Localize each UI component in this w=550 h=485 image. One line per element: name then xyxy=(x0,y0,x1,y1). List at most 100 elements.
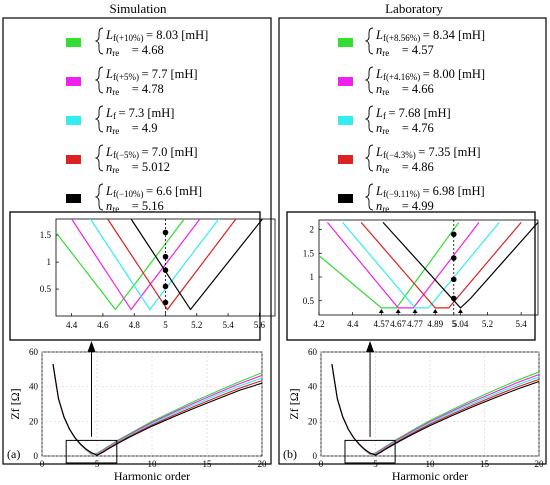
y-tick-label: 20 xyxy=(29,416,39,426)
series-line xyxy=(107,218,237,311)
legend-subscript: re xyxy=(382,48,389,58)
legend-swatch xyxy=(338,38,353,47)
series-line xyxy=(52,364,263,456)
zoom-region-box xyxy=(65,439,118,464)
y-tick-label: 0.5 xyxy=(40,284,52,294)
x-tick-label: 0 xyxy=(40,459,45,469)
legend-brace xyxy=(364,105,374,133)
legend-L-value: = 8.00 [mH] xyxy=(420,67,485,81)
legend-L-line: Lf(−9.11%) = 6.98 [mH] xyxy=(375,184,485,199)
legend-n-line: nre = 4.86 xyxy=(376,160,434,175)
x-tick-label: 15 xyxy=(480,459,490,469)
series-line xyxy=(326,221,480,309)
legend-L-value: = 7.3 [mH] xyxy=(116,106,175,120)
legend-n-line: nre = 4.68 xyxy=(106,43,164,58)
x-tick-label: 5.4 xyxy=(222,320,234,330)
legend-n-line: nre = 4.76 xyxy=(376,121,434,136)
legend-L-line: Lf(+4.16%) = 8.00 [mH] xyxy=(375,67,485,82)
legend-n-line: nre = 4.78 xyxy=(106,82,164,97)
panel-frame xyxy=(2,17,272,465)
series-line xyxy=(382,221,539,309)
zoom-arrow-head xyxy=(87,341,96,352)
legend-entry: Lf(+10%) = 8.03 [mH]nre = 4.68 xyxy=(66,27,208,58)
x-tick-label: 15 xyxy=(203,459,213,469)
resonance-triangle xyxy=(412,309,418,313)
legend-n-line: nre = 4.99 xyxy=(376,199,434,214)
x-axis-label: Harmonic order xyxy=(114,469,190,483)
legend-entry: Lf = 7.3 [mH]nre = 4.9 xyxy=(66,105,174,136)
legend-entry: Lf(+8.56%) = 8.34 [mH]nre = 4.57 xyxy=(338,27,485,58)
panel-a: Simulation(a)Lf(+10%) = 8.03 [mH]nre = 4… xyxy=(2,1,272,465)
legend-L-line: Lf = 7.3 [mH] xyxy=(105,106,174,121)
legend-subscript: f xyxy=(113,111,116,121)
legend-swatch xyxy=(66,116,81,125)
resonance-triangle xyxy=(395,309,401,313)
legend-brace xyxy=(364,144,374,172)
legend-subscript: f(−5%) xyxy=(113,150,139,160)
chart-a-main: 0 20 40 60 0 5 10 15 20 Harmonic order Zf [Ω] xyxy=(8,341,267,483)
legend-L-line: Lf = 7.68 [mH] xyxy=(375,106,451,121)
y-tick-label: 0 xyxy=(34,451,39,461)
legend-n-value: = 4.86 xyxy=(389,160,434,174)
y-tick-label: 2 xyxy=(310,225,315,235)
legend-n-line: nre = 5.012 xyxy=(106,160,170,175)
resonance-marker xyxy=(450,276,457,283)
x-tick-label: 20 xyxy=(258,459,268,469)
panel-title: Simulation xyxy=(109,1,167,16)
legend-n-value: = 4.9 xyxy=(119,121,157,135)
legend-swatch xyxy=(66,155,81,164)
resonance-triangle xyxy=(378,309,384,313)
zoom-inset-frame xyxy=(9,211,261,341)
legend-brace xyxy=(94,66,104,94)
x-tick-label: 4.2 xyxy=(313,319,324,329)
legend-entry: Lf(−10%) = 6.6 [mH]nre = 5.16 xyxy=(66,183,202,214)
x-tick-label: 4.89 xyxy=(427,319,443,329)
legend-subscript: re xyxy=(382,87,389,97)
x-tick-label: 20 xyxy=(535,459,545,469)
legend-brace xyxy=(94,27,104,55)
x-tick-label: 10 xyxy=(426,459,436,469)
legend-L-line: Lf(−5%) = 7.0 [mH] xyxy=(105,145,198,160)
legend-subscript: re xyxy=(382,126,389,136)
legend-subscript: f(−9.11%) xyxy=(383,189,420,199)
series-line xyxy=(342,221,500,309)
legend-L-line: Lf(−10%) = 6.6 [mH] xyxy=(105,184,202,199)
legend-n-value: = 4.57 xyxy=(389,43,434,57)
y-axis-label: Zf [Ω] xyxy=(8,388,22,419)
chart-b-main: 0 20 40 60 0 5 10 15 20 Harmonic order Zf [Ω] xyxy=(287,341,544,483)
legend-subscript: f(−4.3%) xyxy=(383,150,416,160)
x-tick-label: 4.57 xyxy=(373,319,389,329)
legend-subscript: f(+8.56%) xyxy=(383,33,420,43)
legend-swatch xyxy=(66,38,81,47)
x-tick-label: 10 xyxy=(148,459,158,469)
chart-b-zoom: 0.5 1 1.5 2 4.2 4.4 4.57 4.67 4.77 4.89 55.04 5.2 5.… xyxy=(286,211,539,341)
x-tick-label: 5 xyxy=(163,320,168,330)
legend-n-value: = 4.78 xyxy=(119,82,164,96)
series-line xyxy=(52,364,263,456)
series-line xyxy=(89,218,220,311)
y-tick-label: 40 xyxy=(29,382,39,392)
resonance-marker xyxy=(450,231,457,238)
x-tick-label: 5 xyxy=(95,459,100,469)
legend-brace xyxy=(94,183,104,211)
resonance-marker xyxy=(162,253,169,260)
y-tick-label: 20 xyxy=(308,416,318,426)
legend-L-value: = 7.0 [mH] xyxy=(139,145,198,159)
legend-subscript: re xyxy=(382,165,389,175)
legend-subscript: f(−10%) xyxy=(113,189,144,199)
x-tick-label: 0 xyxy=(319,459,324,469)
resonance-marker xyxy=(450,255,457,261)
x-tick-label: 4.8 xyxy=(129,320,141,330)
y-tick-label: 60 xyxy=(308,347,318,357)
y-tick-label: 1.5 xyxy=(40,230,52,240)
resonance-triangle xyxy=(432,309,438,313)
legend-subscript: re xyxy=(112,48,119,58)
x-axis-label: Harmonic order xyxy=(392,469,468,483)
x-tick-label: 5.6 xyxy=(254,320,266,330)
legend-n-value: = 5.012 xyxy=(119,160,170,174)
y-tick-label: 0 xyxy=(313,451,318,461)
legend-n-value: = 4.68 xyxy=(119,43,164,57)
legend-subscript: f(+10%) xyxy=(113,33,144,43)
legend-L-value: = 8.34 [mH] xyxy=(420,28,485,42)
